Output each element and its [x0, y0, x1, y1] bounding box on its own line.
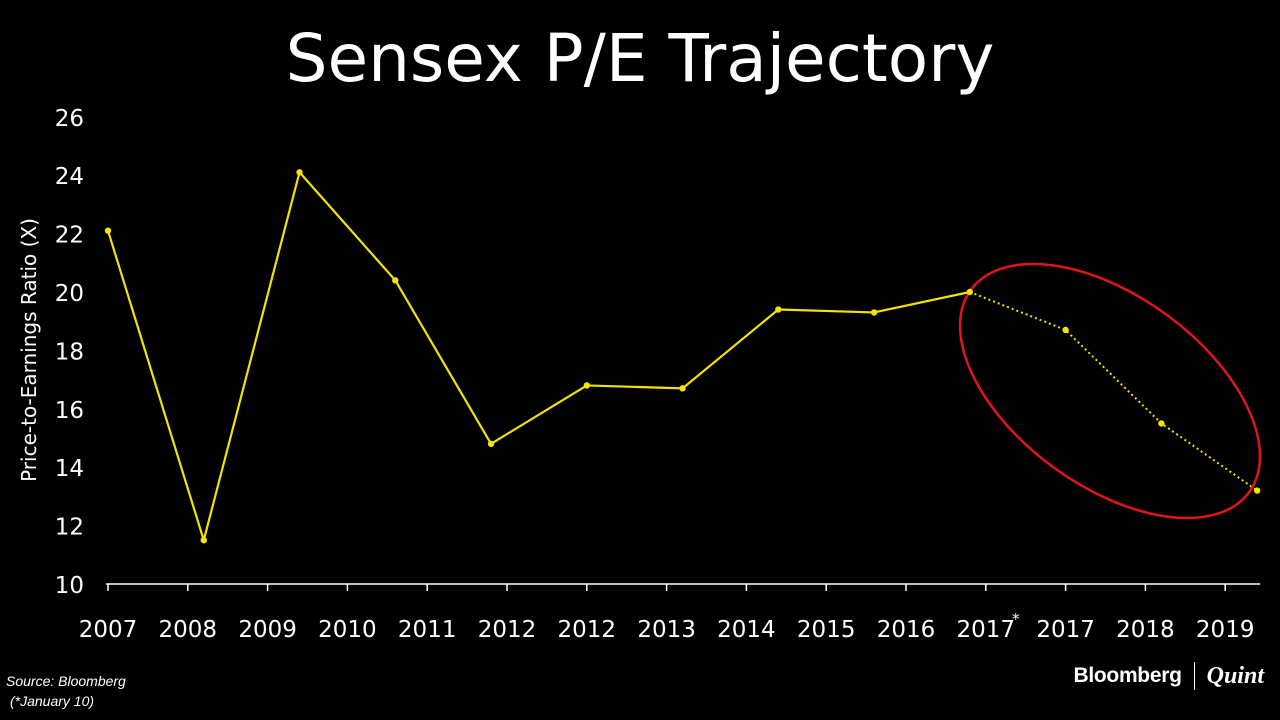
- y-tick-label: 20: [55, 281, 84, 307]
- x-tick-label: 2012: [478, 617, 537, 643]
- data-point: [1062, 326, 1069, 334]
- series-line-solid: [106, 171, 971, 542]
- y-axis-label: Price-to-Earnings Ratio (X): [17, 218, 41, 482]
- series-lines: [106, 171, 1258, 542]
- x-tick-label: 2012: [558, 617, 617, 643]
- data-point: [104, 227, 112, 234]
- x-tick-label: 2014: [717, 617, 776, 643]
- highlight-ellipse: [958, 262, 1262, 520]
- x-axis-ticks: 2007 2008 2009 2010 2011 2012 2012 2013 2014 2015…: [79, 584, 1255, 643]
- x-tick-label: 2009: [238, 617, 297, 643]
- data-point: [1253, 487, 1261, 494]
- x-tick-label: 2010: [318, 617, 377, 643]
- data-point: [200, 537, 207, 544]
- data-point: [775, 306, 782, 313]
- x-tick-label: 2017: [957, 617, 1016, 643]
- x-tick-label: 2007: [79, 617, 138, 643]
- data-point: [296, 169, 303, 176]
- data-point: [392, 277, 399, 284]
- x-tick-asterisk: *: [1012, 610, 1020, 628]
- y-tick-label: 18: [55, 339, 84, 365]
- x-tick-label: 2008: [159, 617, 218, 643]
- quint-logo: Quint: [1206, 662, 1264, 689]
- branding: Bloomberg Quint: [1073, 662, 1264, 690]
- data-point: [487, 440, 495, 448]
- footnote: (*January 10): [10, 693, 95, 709]
- y-tick-label: 14: [55, 456, 84, 482]
- x-tick-label: 2015: [797, 617, 856, 643]
- y-tick-label: 22: [55, 223, 84, 249]
- chart-title: Sensex P/E Trajectory: [286, 20, 995, 97]
- y-tick-label: 16: [55, 398, 84, 424]
- y-axis-ticks: 10 12 14 16 18 20 22 24 26: [55, 106, 84, 599]
- source-note: Source: Bloomberg: [6, 673, 126, 689]
- x-tick-label: 2016: [877, 617, 936, 643]
- x-tick-label: 2018: [1116, 617, 1175, 643]
- x-tick-label: 2011: [398, 617, 457, 643]
- y-tick-label: 10: [55, 573, 84, 599]
- y-tick-label: 12: [55, 515, 84, 541]
- data-point: [1158, 420, 1165, 427]
- bloomberg-logo: Bloomberg: [1073, 664, 1182, 687]
- x-tick-label: 2013: [637, 617, 696, 643]
- y-tick-label: 24: [55, 164, 84, 190]
- data-point: [679, 385, 686, 392]
- x-tick-label: 2019: [1196, 617, 1255, 643]
- data-point: [966, 288, 974, 296]
- brand-divider: [1193, 662, 1195, 690]
- series-points: [104, 169, 1261, 544]
- data-point: [870, 309, 878, 316]
- data-point: [583, 382, 590, 389]
- x-tick-label: 2017: [1036, 617, 1095, 643]
- y-tick-label: 26: [55, 106, 84, 132]
- series-line-dotted: [969, 291, 1258, 492]
